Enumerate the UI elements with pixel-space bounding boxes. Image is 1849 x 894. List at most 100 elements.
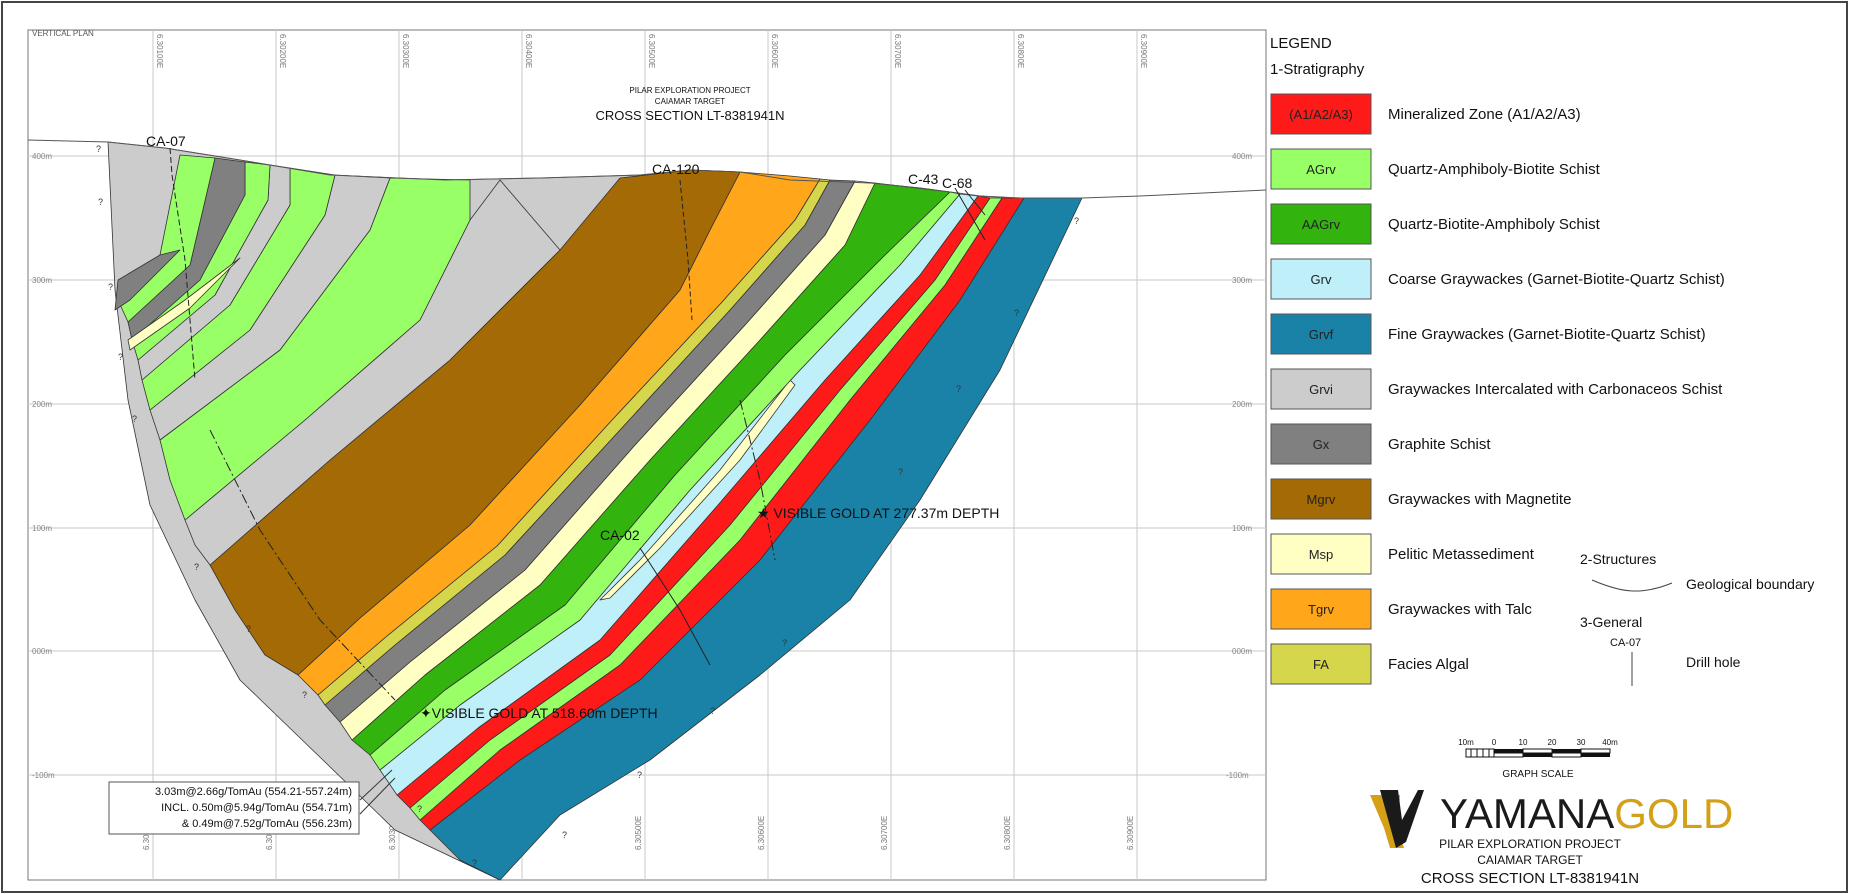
section-header-line-1: PILAR EXPLORATION PROJECT bbox=[629, 86, 750, 95]
yamana-logo: YAMANAGOLD PILAR EXPLORATION PROJECT CAI… bbox=[1370, 790, 1733, 887]
easting-label: 6.30900E bbox=[1126, 816, 1135, 850]
legend-swatch bbox=[1270, 478, 1372, 520]
scale-tick-label: 40m bbox=[1602, 738, 1618, 747]
legend-swatch bbox=[1270, 203, 1372, 245]
easting-label: 6.30500E bbox=[634, 816, 643, 850]
scale-segment bbox=[1494, 749, 1523, 753]
uncertain-marker: ? bbox=[472, 858, 477, 868]
yamana-logo-wordmark: YAMANAGOLD bbox=[1440, 790, 1733, 837]
legend: LEGEND 1-Stratigraphy (A1/A2/A3) Minerali… bbox=[1270, 35, 1814, 686]
drill-hole-label-c68: C-68 bbox=[942, 175, 973, 191]
legend-title: LEGEND bbox=[1270, 35, 1332, 52]
legend-code: FA bbox=[1313, 657, 1329, 672]
legend-swatch bbox=[1270, 368, 1372, 410]
uncertain-marker: ? bbox=[1014, 308, 1019, 318]
assay-line-1: 3.03m@2.66g/TomAu (554.21-557.24m) bbox=[155, 786, 352, 798]
branding-line-2: CAIAMAR TARGET bbox=[1477, 853, 1583, 867]
drill-trace-ca02 bbox=[639, 547, 711, 666]
scale-segment bbox=[1522, 748, 1553, 754]
legend-label: Graywackes with Talc bbox=[1388, 601, 1532, 618]
legend-swatch bbox=[1270, 643, 1372, 685]
uncertain-marker: ? bbox=[782, 638, 787, 648]
legend-label: Quartz-Amphiboly-Biotite Schist bbox=[1388, 161, 1601, 178]
elevation-label: 000m bbox=[1232, 647, 1252, 656]
easting-label: 6.30800E bbox=[1003, 816, 1012, 850]
elevation-labels-left: 400m 300m 200m 100m 000m -100m bbox=[32, 152, 55, 780]
legend-label: Facies Algal bbox=[1388, 656, 1469, 673]
drill-trace-c68 bbox=[964, 189, 986, 216]
elevation-label: 100m bbox=[32, 524, 52, 533]
uncertain-marker: ? bbox=[96, 144, 101, 154]
legend-code: Grvf bbox=[1309, 327, 1334, 342]
geological-boundary-symbol bbox=[1591, 579, 1673, 592]
unit-msp-left bbox=[127, 257, 241, 351]
drill-hole-label-c43: C-43 bbox=[908, 171, 939, 187]
uncertain-marker: ? bbox=[710, 706, 715, 716]
annotation-gold-upper: ★ VISIBLE GOLD AT 277.37m DEPTH bbox=[757, 505, 999, 521]
elevation-labels-right: 400m 300m 200m 100m 000m -100m bbox=[1226, 152, 1252, 780]
legend-item: Grvi Graywackes Intercalated with Carbona… bbox=[1270, 368, 1723, 410]
legend-label: Pelitic Metassediment bbox=[1388, 546, 1535, 563]
legend-item: AAGrv Quartz-Biotite-Amphiboly Schist bbox=[1270, 203, 1601, 245]
scale-segment bbox=[1493, 752, 1524, 758]
assay-line-3: & 0.49m@7.52g/TomAu (556.23m) bbox=[182, 818, 352, 830]
topography-line bbox=[27, 139, 1267, 199]
assay-leader-line bbox=[359, 769, 393, 801]
uncertain-marker: ? bbox=[302, 690, 307, 700]
legend-swatch bbox=[1270, 423, 1372, 465]
uncertain-marker: ? bbox=[417, 804, 422, 814]
annotation-gold-upper-text: VISIBLE GOLD AT 277.37m DEPTH bbox=[773, 505, 999, 521]
drill-hole-label-ca120: CA-120 bbox=[652, 161, 700, 177]
drill-trace-c43 bbox=[954, 187, 986, 241]
legend-structures-heading: 2-Structures bbox=[1580, 551, 1656, 567]
branding-line-3: CROSS SECTION LT-8381941N bbox=[1421, 870, 1639, 887]
legend-items: (A1/A2/A3) Mineralized Zone (A1/A2/A3) AGr… bbox=[1270, 93, 1725, 685]
easting-label: 6.30600E bbox=[757, 816, 766, 850]
scale-tick-label: 10m bbox=[1458, 738, 1474, 747]
drill-hole-label-ca07: CA-07 bbox=[146, 133, 186, 149]
annotation-gold-lower: ✦VISIBLE GOLD AT 518.60m DEPTH bbox=[420, 705, 658, 721]
uncertain-marker: ? bbox=[898, 467, 903, 477]
legend-swatch bbox=[1270, 588, 1372, 630]
uncertain-marker: ? bbox=[118, 352, 123, 362]
gold-annotations: ★ VISIBLE GOLD AT 277.37m DEPTH ✦VISIBLE… bbox=[420, 505, 999, 721]
assay-leader-line bbox=[359, 777, 396, 815]
scale-segment bbox=[1523, 753, 1552, 757]
legend-item: Msp Pelitic Metassediment bbox=[1270, 533, 1535, 575]
uncertain-marker: ? bbox=[246, 624, 251, 634]
elevation-label: 200m bbox=[32, 400, 52, 409]
legend-code: AAGrv bbox=[1302, 217, 1341, 232]
annotation-gold-lower-text: VISIBLE GOLD AT 518.60m DEPTH bbox=[432, 705, 658, 721]
logo-text-gold: GOLD bbox=[1614, 790, 1733, 837]
legend-code: Mgrv bbox=[1307, 492, 1336, 507]
drill-hole-label-ca02: CA-02 bbox=[600, 527, 640, 543]
geology-section bbox=[107, 141, 1083, 881]
legend-code: Tgrv bbox=[1308, 602, 1335, 617]
elevation-label: -100m bbox=[1226, 771, 1249, 780]
section-header-line-3: CROSS SECTION LT-8381941N bbox=[595, 108, 784, 123]
legend-drill-hole-example: CA-07 bbox=[1610, 637, 1641, 649]
scale-segment bbox=[1551, 752, 1582, 758]
elevation-label: 300m bbox=[1232, 276, 1252, 285]
assay-box bbox=[108, 781, 360, 835]
drill-trace-ca07 bbox=[169, 147, 196, 381]
uncertain-marker: ? bbox=[194, 562, 199, 572]
assay-line-2: INCL. 0.50m@5.94g/TomAu (554.71m) bbox=[161, 802, 352, 814]
uncertain-marker: ? bbox=[1074, 216, 1079, 226]
drill-trace-deep bbox=[209, 429, 396, 701]
easting-label: 6.30300E bbox=[388, 816, 397, 850]
easting-label: 6.30800E bbox=[1016, 34, 1025, 68]
legend-swatch bbox=[1270, 93, 1372, 135]
elevation-label: 100m bbox=[1232, 524, 1252, 533]
easting-label: 6.30700E bbox=[880, 816, 889, 850]
drill-trace-ca120-deep bbox=[739, 399, 776, 561]
legend-swatch bbox=[1270, 148, 1372, 190]
scale-tick-label: 10 bbox=[1519, 738, 1528, 747]
uncertain-marker: ? bbox=[98, 197, 103, 207]
elevation-label: 400m bbox=[1232, 152, 1252, 161]
vertical-plan-label: VERTICAL PLAN bbox=[32, 29, 94, 38]
uncertain-marker: ? bbox=[108, 282, 113, 292]
legend-item: (A1/A2/A3) Mineralized Zone (A1/A2/A3) bbox=[1270, 93, 1581, 135]
section-header-line-2: CAIAMAR TARGET bbox=[655, 97, 725, 106]
